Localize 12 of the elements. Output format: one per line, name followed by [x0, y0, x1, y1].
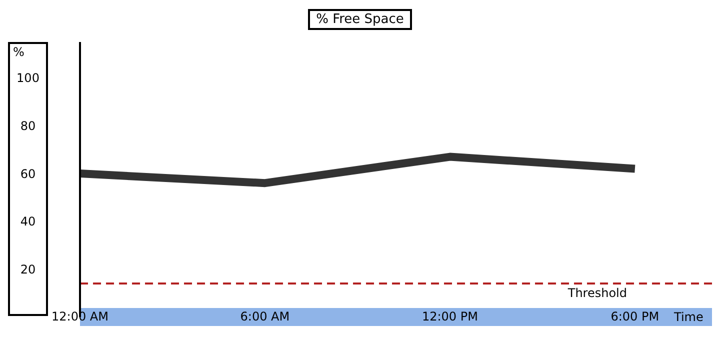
y-tick-label: 60 — [20, 166, 36, 181]
y-tick-label: 80 — [20, 118, 36, 133]
x-tick-label: 12:00 PM — [422, 309, 478, 324]
y-tick-label: 20 — [20, 262, 36, 276]
chart-title: % Free Space — [308, 9, 412, 30]
x-tick-label: 6:00 PM — [610, 309, 660, 324]
y-tick-label: 40 — [20, 214, 36, 229]
y-axis-title: % — [13, 45, 24, 59]
y-tick-label: 100 — [16, 71, 40, 86]
ref-line-label: Threshold — [566, 286, 627, 300]
x-tick-label: 6:00 AM — [240, 309, 290, 324]
x-axis-title: Time — [674, 310, 704, 324]
